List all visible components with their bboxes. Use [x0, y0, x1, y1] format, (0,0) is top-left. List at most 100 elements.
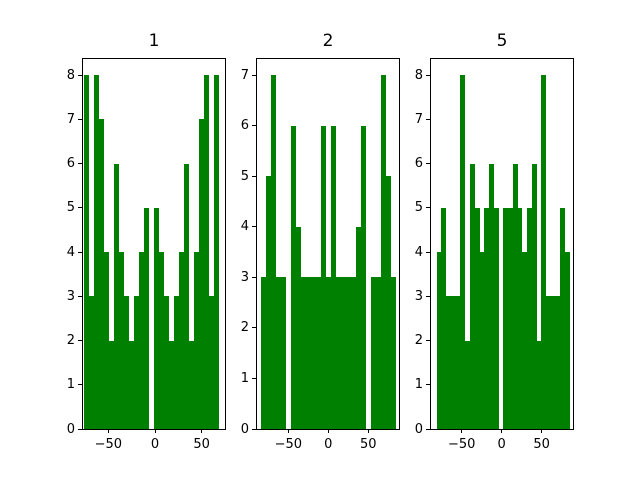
histogram-bar — [94, 75, 100, 429]
y-tick-label: 7 — [240, 67, 249, 83]
y-tick-mark — [252, 276, 256, 278]
histogram-bar — [390, 277, 397, 429]
y-tick-mark — [252, 74, 256, 76]
x-tick-mark — [154, 429, 156, 433]
histogram-bar — [488, 163, 494, 429]
histogram-bar — [507, 207, 513, 429]
y-tick-mark — [252, 175, 256, 177]
y-tick-label: 1 — [414, 377, 423, 393]
y-tick-label: 5 — [240, 168, 249, 184]
histogram-bar — [119, 252, 125, 429]
y-tick-mark — [426, 251, 430, 253]
histogram-bar — [446, 296, 452, 429]
y-tick-label: 3 — [66, 288, 75, 304]
histogram-bar — [526, 207, 532, 429]
y-tick-label: 1 — [240, 370, 249, 386]
y-tick-label: 4 — [414, 244, 423, 260]
histogram-bar — [550, 296, 556, 429]
histogram-bar — [129, 340, 135, 429]
x-tick-label: 0 — [497, 437, 506, 452]
x-tick-mark — [367, 429, 369, 433]
histogram-bar — [300, 277, 307, 429]
histogram-bar — [469, 163, 475, 429]
histogram-bar — [479, 252, 485, 429]
x-tick-label: −50 — [447, 437, 476, 452]
y-tick-label: 6 — [414, 156, 423, 171]
histogram-bar — [114, 163, 120, 429]
histogram-bar — [109, 340, 115, 429]
histogram-bar — [305, 277, 312, 429]
y-tick-label: 6 — [66, 156, 75, 171]
histogram-bar — [503, 207, 509, 429]
histogram-bar — [531, 163, 537, 429]
x-tick-mark — [541, 429, 543, 433]
x-tick-label: 50 — [533, 437, 550, 452]
x-tick-label: 0 — [324, 437, 333, 452]
histogram-bar — [522, 252, 528, 429]
y-tick-mark — [426, 74, 430, 76]
histogram-bar — [465, 340, 471, 429]
histogram-bar — [295, 226, 302, 429]
x-tick-mark — [287, 429, 289, 433]
histogram-bar — [134, 296, 140, 429]
y-tick-mark — [252, 226, 256, 228]
histogram-bar — [345, 277, 352, 429]
histogram-bar — [340, 277, 347, 429]
y-tick-mark — [78, 295, 82, 297]
histogram-bar — [375, 277, 382, 429]
y-tick-mark — [426, 118, 430, 120]
y-tick-mark — [426, 163, 430, 164]
x-tick-label: 0 — [150, 437, 160, 452]
histogram-bar — [199, 119, 205, 429]
y-tick-mark — [426, 340, 430, 341]
histogram-bar — [360, 125, 367, 429]
histogram-bar — [355, 226, 362, 429]
histogram-bar — [159, 252, 165, 429]
y-tick-mark — [252, 125, 256, 127]
histogram-bar — [104, 252, 110, 429]
histogram-bar — [209, 296, 215, 429]
histogram-bar — [204, 75, 210, 429]
histogram-bar — [450, 296, 456, 429]
histogram-bar — [189, 340, 195, 429]
histogram-bar — [335, 277, 342, 429]
histogram-bar — [460, 75, 466, 429]
histogram-bar — [455, 296, 461, 429]
histogram-bar — [194, 252, 200, 429]
subplot-3-title: 5 — [496, 31, 508, 51]
histogram-bar — [370, 277, 377, 429]
y-tick-mark — [252, 327, 256, 329]
histogram-bar — [99, 119, 105, 429]
histogram-bar — [89, 296, 95, 429]
histogram-bar — [84, 75, 90, 429]
y-tick-label: 5 — [66, 200, 75, 216]
y-tick-mark — [78, 207, 82, 209]
histogram-bar — [555, 296, 561, 429]
subplot-1-axes — [82, 58, 226, 430]
histogram-bar — [174, 296, 180, 429]
y-tick-mark — [78, 118, 82, 120]
histogram-bar — [493, 207, 499, 429]
histogram-bar — [517, 207, 523, 429]
histogram-bar — [270, 75, 277, 429]
y-tick-mark — [78, 251, 82, 253]
y-tick-mark — [78, 384, 82, 386]
histogram-bar — [385, 176, 392, 429]
histogram-bar — [214, 75, 220, 429]
y-tick-mark — [426, 295, 430, 297]
histogram-bar — [154, 207, 160, 429]
histogram-bar — [545, 296, 551, 429]
x-tick-label: 50 — [193, 437, 210, 452]
x-tick-mark — [501, 429, 503, 433]
subplot-1-title: 1 — [148, 31, 160, 51]
y-tick-label: 0 — [414, 421, 423, 437]
y-tick-label: 1 — [66, 377, 75, 393]
y-tick-mark — [426, 207, 430, 209]
y-tick-label: 2 — [240, 320, 249, 336]
histogram-bar — [315, 277, 322, 429]
histogram-bar — [559, 207, 565, 429]
y-tick-label: 3 — [240, 269, 249, 285]
histogram-bar — [320, 125, 327, 429]
y-tick-label: 6 — [240, 118, 249, 134]
